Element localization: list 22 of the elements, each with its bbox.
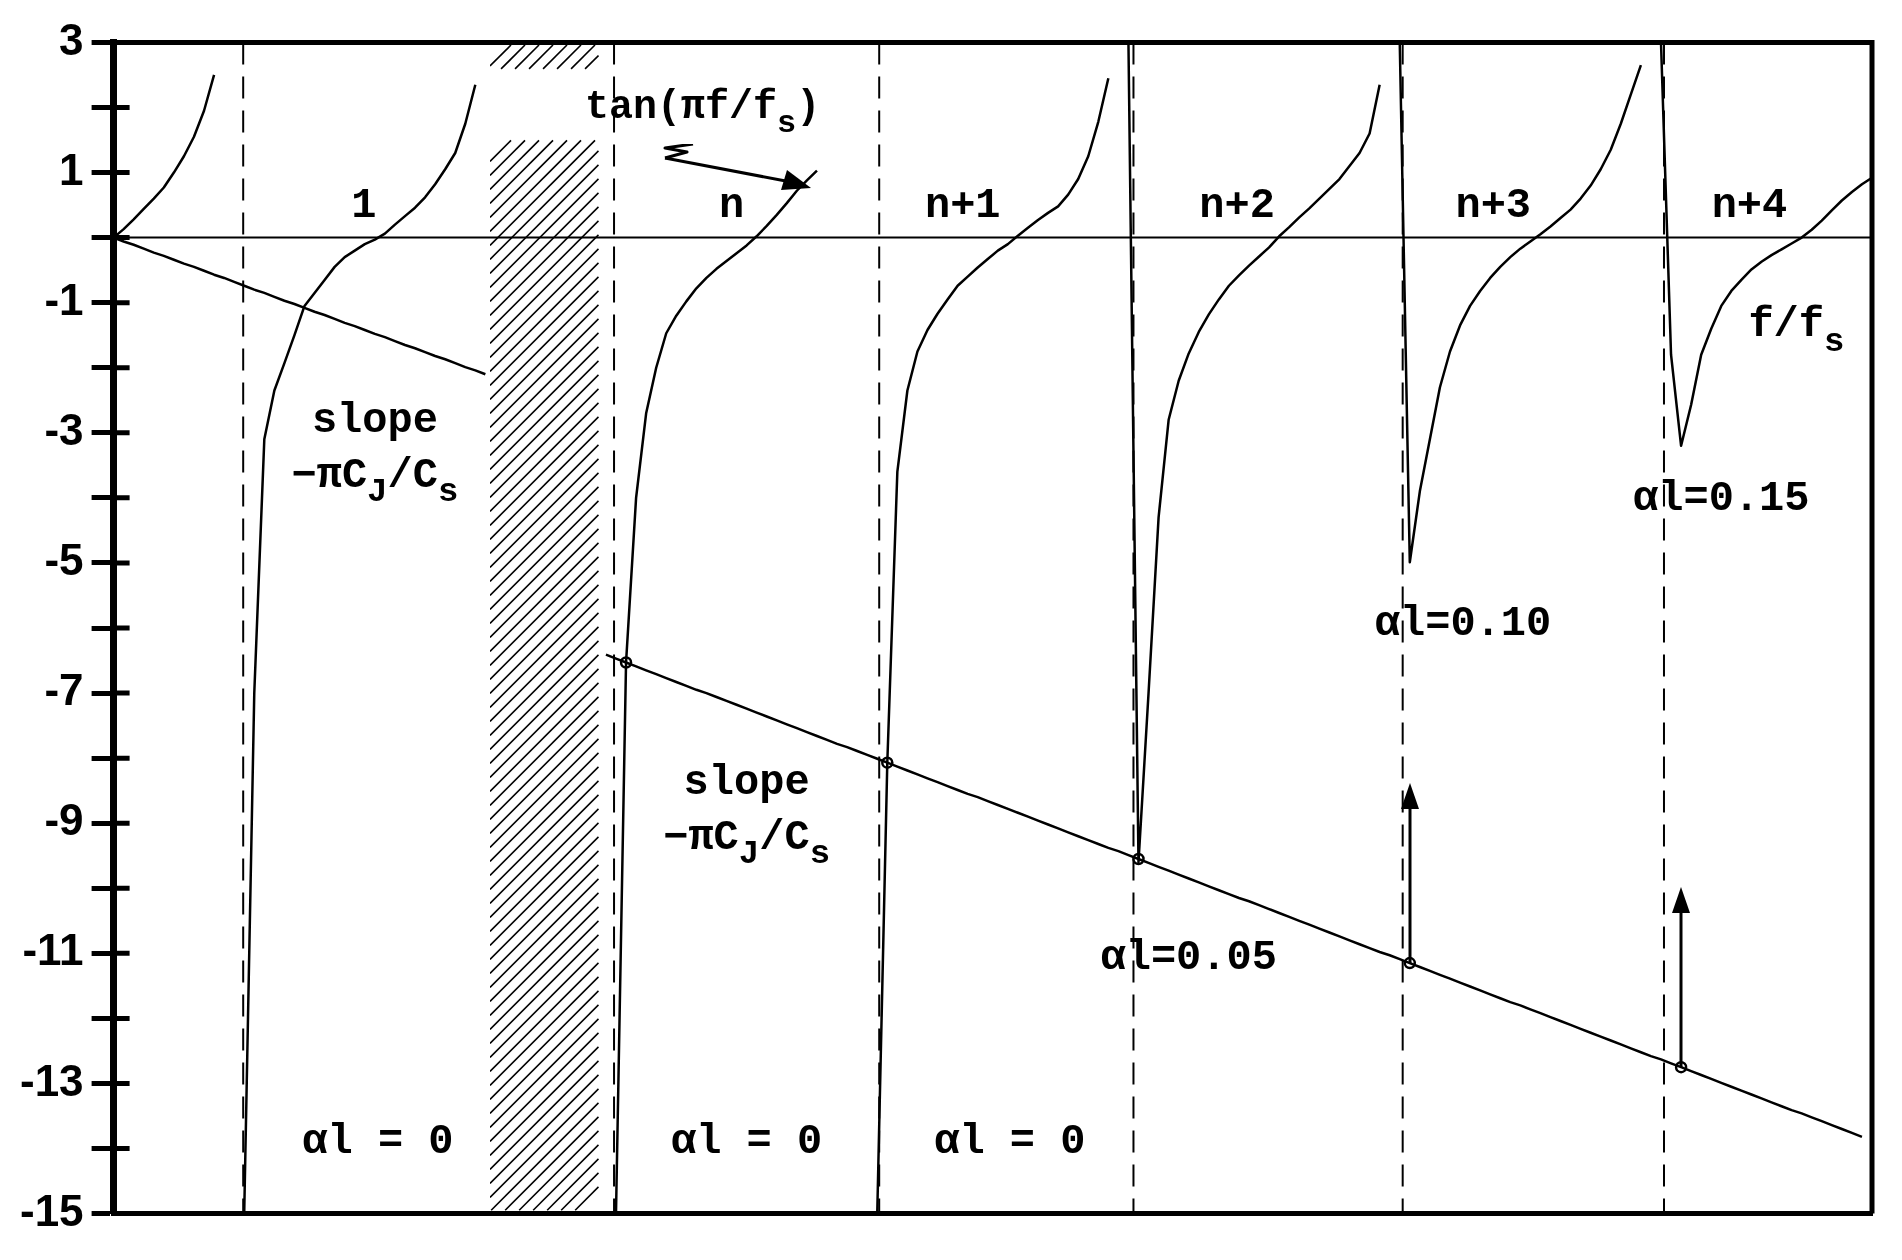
y-tick-label: -13	[20, 1055, 84, 1105]
annotation: αl = 0	[934, 1117, 1086, 1166]
annotation: n+4	[1711, 181, 1788, 230]
y-tick-label: -1	[44, 274, 84, 324]
annotation: αl=0.05	[1100, 933, 1277, 982]
y-tick-label: -5	[44, 535, 84, 585]
y-tick-label: -3	[44, 404, 84, 454]
annotation: n+2	[1199, 181, 1275, 230]
annotation: n	[718, 181, 745, 230]
annotation: 1	[351, 181, 377, 230]
annotation: n+3	[1455, 181, 1532, 230]
y-tick-label: 1	[59, 144, 84, 194]
y-tick-label: -11	[22, 925, 84, 975]
y-tick-label: -15	[20, 1185, 84, 1235]
y-tick-label: 3	[59, 14, 84, 64]
y-tick-label: -9	[44, 795, 84, 845]
annotation: αl=0.10	[1374, 600, 1552, 649]
annotation: αl = 0	[671, 1117, 823, 1166]
annotation: n+1	[924, 181, 1001, 230]
annotation: αl = 0	[302, 1117, 454, 1166]
annotation: αl=0.15	[1633, 474, 1810, 523]
y-tick-label: -7	[44, 665, 84, 715]
